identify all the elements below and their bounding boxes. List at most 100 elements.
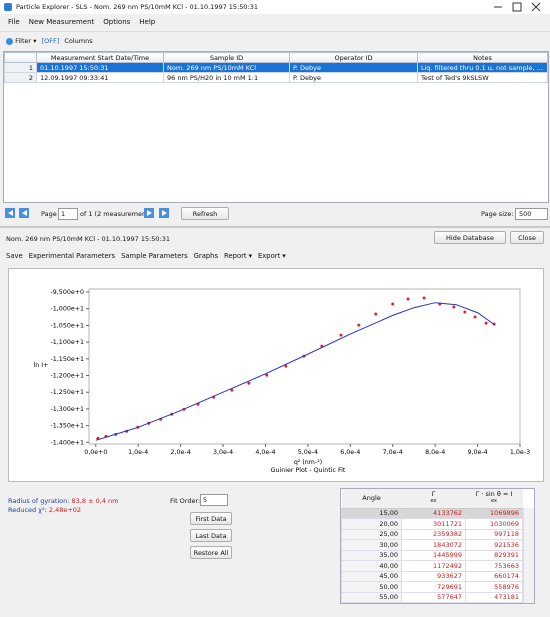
menu-item[interactable]: Options — [103, 18, 131, 26]
x-tick-label: 6,0e-4 — [340, 449, 360, 456]
angle-row[interactable]: 40,00 1172492 753663 — [341, 560, 523, 572]
page-count: of 1 (2 measurements) — [80, 210, 155, 218]
page-size-select[interactable]: 500 — [515, 208, 548, 220]
hide-database-button[interactable]: Hide Database — [434, 231, 506, 244]
chart-subtitle: Guinier Plot - Quintic Fit — [271, 467, 346, 474]
window-controls[interactable] — [490, 2, 546, 12]
data-point — [463, 310, 467, 314]
cell: 1030069 — [465, 518, 523, 530]
header-cell[interactable]: Notes — [417, 52, 548, 63]
nav-next-last[interactable] — [144, 208, 184, 218]
y-tick-label: -1,350e+1 — [51, 423, 84, 430]
y-tick-label: -1,200e+1 — [51, 373, 84, 380]
cell: 921536 — [465, 539, 523, 551]
header-cell[interactable]: Measurement Start Date/Time — [36, 52, 164, 63]
toolbar-item[interactable]: Export — [257, 252, 281, 260]
cell: 45,00 — [341, 570, 402, 582]
detail-toolbar: Save Experimental Parameters Sample Parame… — [6, 252, 292, 260]
x-tick-label: 1,0e-4 — [128, 449, 148, 456]
cell: 933627 — [401, 570, 466, 582]
fit-button[interactable]: Restore All — [190, 546, 232, 559]
header-text: Γ · sin θ = I — [475, 490, 513, 499]
toolbar-item[interactable]: Graphs — [193, 252, 219, 260]
data-point — [230, 388, 234, 392]
angle-row[interactable]: 20,00 3011721 1030069 — [341, 518, 523, 530]
filter-button[interactable]: Filter — [15, 37, 32, 45]
data-point — [265, 373, 269, 377]
menu-item[interactable]: File — [8, 18, 20, 26]
toolbar-item[interactable]: Report — [224, 252, 247, 260]
pager: Page 1 of 1 (2 measurements) Refresh Pag… — [3, 205, 548, 222]
angle-row[interactable]: 35,00 1445999 829391 — [341, 549, 523, 561]
header-cell[interactable]: Sample ID — [163, 52, 290, 63]
menu-item[interactable]: Help — [139, 18, 156, 26]
cell: 577647 — [401, 591, 466, 603]
angle-row[interactable]: 45,00 933627 660174 — [341, 570, 523, 582]
window-title: Particle Explorer - SLS - Nom. 269 nm PS… — [16, 3, 258, 11]
cell: 20,00 — [341, 518, 402, 530]
row-index: 1 — [4, 62, 37, 73]
row-index: 2 — [4, 72, 37, 83]
chart: ln I+ q² (nm-²) Guinier Plot - Quintic F… — [8, 268, 544, 482]
angle-row[interactable]: 15,00 4133762 1069896 — [341, 507, 523, 519]
title-bar: Particle Explorer - SLS - Nom. 269 nm PS… — [0, 0, 550, 14]
page-label: Page — [41, 210, 57, 218]
data-point — [452, 305, 456, 309]
toolbar-item[interactable]: Save — [6, 252, 23, 260]
measurement-row[interactable]: 2 12.09.1997 09:33:41 96 nm PS/H20 in 10 m… — [4, 72, 548, 83]
cell: 660174 — [465, 570, 523, 582]
angle-row[interactable]: 55,00 577647 473181 — [341, 591, 523, 603]
nav-first-prev[interactable] — [5, 208, 41, 218]
cell: 25,00 — [341, 528, 402, 540]
refresh-button[interactable]: Refresh — [181, 207, 229, 220]
fit-button[interactable]: Last Data — [190, 529, 232, 542]
cell: 1445999 — [401, 549, 466, 561]
dropdown-arrow[interactable]: ▾ — [248, 252, 252, 260]
y-tick-label: -9,500e+0 — [51, 289, 84, 296]
x-tick-label: 4,0e-4 — [255, 449, 275, 456]
close-button[interactable]: Close — [510, 231, 544, 244]
cell: 558976 — [465, 581, 523, 593]
toolbar-item[interactable]: Sample Parameters — [121, 252, 188, 260]
y-tick-label: -1,400e+1 — [51, 439, 84, 446]
data-point — [391, 302, 395, 306]
header-cell — [4, 52, 37, 63]
fit-button[interactable]: First Data — [190, 512, 232, 525]
radius-value: 83,8 ± 0,4 nm — [71, 497, 119, 505]
angle-row[interactable]: 50,00 729691 558976 — [341, 581, 523, 593]
radius-label: Radius of gyration: — [8, 497, 70, 505]
angle-row[interactable]: 25,00 2359382 997118 — [341, 528, 523, 540]
toolbar-separator — [0, 31, 550, 32]
fit-order-input[interactable]: 5 — [200, 494, 228, 506]
filter-status[interactable]: [OFF] — [41, 37, 60, 45]
y-tick-label: -1,300e+1 — [51, 406, 84, 413]
menu-item[interactable]: New Measurement — [28, 18, 95, 26]
angle-row[interactable]: 30,00 1843072 921536 — [341, 539, 523, 551]
cell: 15,00 — [341, 507, 402, 519]
y-axis-label: ln I+ — [34, 362, 49, 369]
detail-title: Nom. 269 nm PS/10mM KCl - 01.10.1997 15:… — [6, 235, 171, 243]
x-tick-label: 8,0e-4 — [425, 449, 445, 456]
columns-button[interactable]: Columns — [64, 37, 93, 45]
header-cell[interactable]: Angle — [341, 489, 402, 509]
scrollbar[interactable] — [523, 508, 534, 603]
x-tick-label: 3,0e-4 — [213, 449, 233, 456]
page-input[interactable]: 1 — [58, 208, 78, 220]
measurement-row[interactable]: 1 01.10.1997 15:50:31 Nom. 269 nm PS/10mM … — [4, 62, 548, 73]
cell: 4133762 — [401, 507, 466, 519]
toolbar-item[interactable]: Experimental Parameters — [28, 252, 116, 260]
data-point — [473, 315, 477, 319]
cell: Nom. 269 nm PS/10mM KCl — [163, 62, 290, 73]
header-cell[interactable]: Operator ID — [289, 52, 418, 63]
measurement-table: Measurement Start Date/Time Sample ID Oper… — [4, 52, 548, 83]
cell: 50,00 — [341, 581, 402, 593]
dropdown-arrow[interactable]: ▾ — [282, 252, 286, 260]
header-subscript: ex — [430, 498, 437, 505]
y-tick-label: -1,050e+1 — [51, 322, 84, 329]
data-point — [406, 297, 410, 301]
